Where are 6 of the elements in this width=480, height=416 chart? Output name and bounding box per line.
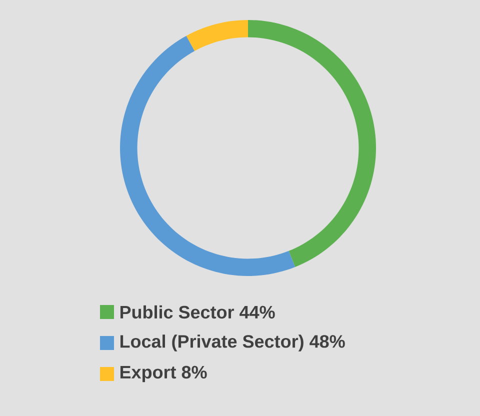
legend-label: Local (Private Sector) [120, 334, 304, 352]
legend-label: Public Sector [120, 305, 234, 319]
data-label: 44% [240, 306, 275, 319]
data-label: 48% [310, 335, 345, 348]
data-label: 8% [182, 366, 207, 379]
legend-label: Export [120, 366, 176, 382]
